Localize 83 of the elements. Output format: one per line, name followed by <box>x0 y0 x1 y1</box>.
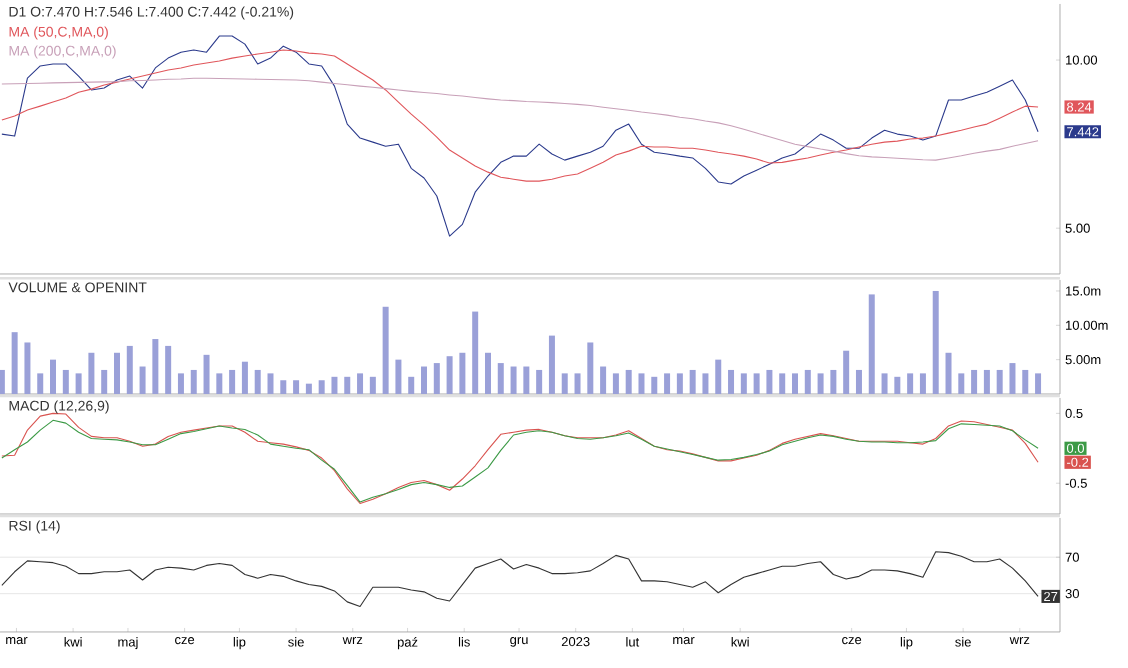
bar <box>165 345 172 394</box>
bar <box>241 361 248 394</box>
bar <box>1009 363 1016 394</box>
bar <box>126 345 133 394</box>
bar <box>446 356 453 394</box>
bar <box>868 294 875 394</box>
bar <box>612 373 619 394</box>
bar <box>855 369 862 394</box>
bar <box>280 380 287 394</box>
bar <box>817 373 824 394</box>
bar <box>254 369 261 394</box>
bar <box>676 373 683 394</box>
bar <box>574 373 581 394</box>
bar <box>88 352 95 394</box>
bar <box>548 335 555 394</box>
bar <box>408 376 415 394</box>
bar <box>702 373 709 394</box>
bar <box>203 354 210 394</box>
bar <box>1022 369 1029 394</box>
bar <box>881 373 888 394</box>
bar <box>433 363 440 394</box>
bar <box>344 376 351 394</box>
bar <box>510 366 517 394</box>
bar <box>382 306 389 394</box>
bar <box>357 373 364 394</box>
bar <box>600 366 607 394</box>
bar <box>177 373 184 394</box>
bar <box>894 376 901 394</box>
bar <box>293 380 300 394</box>
bar <box>536 369 543 394</box>
line-series <box>1 49 1039 182</box>
bar <box>152 339 159 394</box>
bar <box>945 352 952 394</box>
bar <box>638 373 645 394</box>
bar <box>766 369 773 394</box>
bar <box>728 369 735 394</box>
bar <box>561 373 568 394</box>
bar <box>24 342 31 394</box>
bar <box>779 373 786 394</box>
bar <box>497 363 504 394</box>
bar <box>395 359 402 394</box>
bar <box>919 373 926 394</box>
bar <box>740 373 747 394</box>
bar <box>958 373 965 394</box>
bar <box>37 373 44 394</box>
bar <box>792 373 798 394</box>
bar <box>830 369 837 394</box>
bar <box>101 369 108 394</box>
bar <box>587 342 594 394</box>
bar <box>843 350 850 394</box>
bar <box>932 290 939 394</box>
bar <box>139 366 146 394</box>
bar <box>651 376 658 394</box>
bar <box>971 369 978 394</box>
bar <box>75 373 82 394</box>
bar <box>267 373 274 394</box>
bar <box>907 373 914 394</box>
bar <box>459 352 466 394</box>
bar <box>472 311 479 394</box>
bar <box>331 376 338 394</box>
bar <box>369 376 376 394</box>
bar <box>50 359 57 394</box>
bar <box>715 359 722 394</box>
bar <box>62 369 69 394</box>
bar <box>996 369 1003 394</box>
bar <box>318 380 325 394</box>
bar <box>229 369 236 394</box>
bar <box>421 366 428 394</box>
bar <box>484 352 491 394</box>
bar <box>305 383 312 394</box>
bar <box>804 369 811 394</box>
bar <box>523 366 530 394</box>
bar <box>625 369 632 394</box>
bar <box>689 369 696 394</box>
bar <box>216 373 223 394</box>
bar <box>190 369 197 394</box>
bar <box>0 369 5 394</box>
bar <box>113 352 120 394</box>
bar <box>11 332 18 394</box>
bar <box>664 373 671 394</box>
bar <box>983 369 990 394</box>
bar <box>1035 373 1042 394</box>
bar <box>753 373 760 394</box>
